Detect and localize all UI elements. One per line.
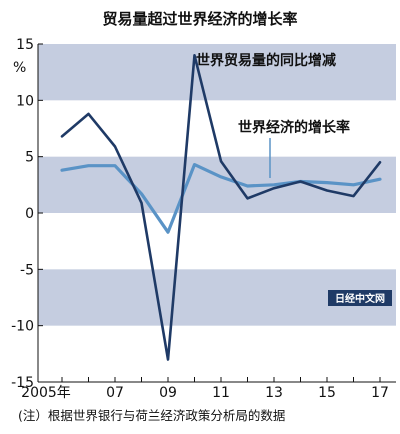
- x-tick-label: 13: [265, 385, 283, 401]
- y-tick-label: 10: [16, 93, 34, 109]
- x-tick-label: 17: [371, 385, 389, 401]
- series-label-economy: 世界经济的增长率: [238, 119, 350, 136]
- band-0: [38, 44, 396, 101]
- y-tick-label: -15: [11, 375, 34, 391]
- x-tick-label: 11: [212, 385, 230, 401]
- series-label-trade: 世界贸易量的同比增减: [196, 52, 336, 69]
- x-tick-labels: 2005年 07 09 11 13 15 17: [21, 377, 389, 401]
- y-tick-labels: 15 10 5 0 -5 -10 -15: [11, 37, 43, 391]
- chart-title: 贸易量超过世界经济的增长率: [102, 10, 297, 28]
- x-tick-label: 07: [106, 385, 124, 401]
- watermark: 日经中文网: [328, 290, 392, 306]
- x-tick-label: 15: [318, 385, 336, 401]
- y-tick-label: -10: [11, 319, 34, 335]
- watermark-text: 日经中文网: [335, 292, 385, 305]
- y-tick-label: 15: [16, 37, 34, 53]
- y-tick-label: 0: [25, 206, 34, 222]
- y-tick-label: 5: [25, 150, 34, 166]
- series-lines: [60, 53, 382, 361]
- x-tick-label: 09: [159, 385, 177, 401]
- series-line-trade: [60, 53, 382, 361]
- series-line-economy: [60, 163, 382, 234]
- x-tick-label: 2005年: [21, 385, 71, 401]
- y-unit-label: %: [13, 60, 26, 76]
- y-tick-label: -5: [20, 262, 34, 278]
- footnote: (注）根据世界银行与荷兰经济政策分析局的数据: [18, 408, 285, 423]
